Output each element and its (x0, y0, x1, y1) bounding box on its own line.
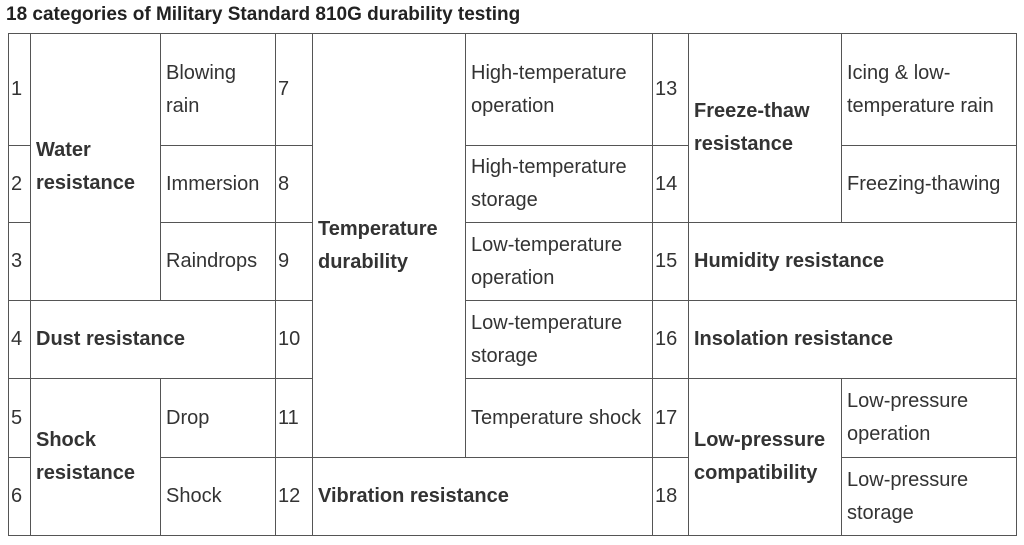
cell-number: 6 (8, 457, 31, 536)
cell-category: Temperature durability (312, 33, 466, 458)
cell-category: Insolation resistance (688, 300, 1017, 379)
cell-number: 2 (8, 145, 31, 223)
cell-number: 18 (652, 457, 689, 536)
table-title: 18 categories of Military Standard 810G … (6, 4, 521, 25)
cell-number: 8 (275, 145, 313, 223)
cell-subcategory: Low-pressure operation (841, 378, 1017, 458)
cell-subcategory: High-temperature operation (465, 33, 653, 146)
cell-number: 12 (275, 457, 313, 536)
cell-number: 17 (652, 378, 689, 458)
cell-number: 9 (275, 222, 313, 301)
cell-subcategory: Raindrops (160, 222, 276, 301)
cell-subcategory: Shock (160, 457, 276, 536)
cell-subcategory: Icing & low-temperature rain (841, 33, 1017, 146)
cell-subcategory: Low-temperature operation (465, 222, 653, 301)
cell-number: 15 (652, 222, 689, 301)
cell-number: 1 (8, 33, 31, 146)
cell-category: Low-pressure compatibility (688, 378, 842, 536)
cell-number: 14 (652, 145, 689, 223)
cell-subcategory: Temperature shock (465, 378, 653, 458)
cell-category: Freeze-thaw resistance (688, 33, 842, 223)
cell-number: 4 (8, 300, 31, 379)
cell-subcategory: Drop (160, 378, 276, 458)
cell-category: Shock resistance (30, 378, 161, 536)
table-row: 6 Shock 12 Vibration resistance 18 Low-p… (8, 457, 1017, 536)
table-row: 2 Immersion 8 High-temperature storage 1… (8, 145, 1017, 223)
cell-number: 11 (275, 378, 313, 458)
cell-number: 16 (652, 300, 689, 379)
cell-category: Humidity resistance (688, 222, 1017, 301)
cell-category: Vibration resistance (312, 457, 653, 536)
cell-number: 10 (275, 300, 313, 379)
cell-category: Dust resistance (30, 300, 276, 379)
durability-table: 1 Water resistance Blowing rain 7 Temper… (8, 33, 1017, 536)
cell-subcategory: Immersion (160, 145, 276, 223)
table-row: 4 Dust resistance 10 Low-temperature sto… (8, 300, 1017, 379)
cell-subcategory: High-temperature storage (465, 145, 653, 223)
cell-subcategory: Low-pressure storage (841, 457, 1017, 536)
cell-subcategory: Blowing rain (160, 33, 276, 146)
table-row: 3 Raindrops 9 Low-temperature operation … (8, 222, 1017, 301)
cell-subcategory: Low-temperature storage (465, 300, 653, 379)
cell-number: 7 (275, 33, 313, 146)
table-row: 1 Water resistance Blowing rain 7 Temper… (8, 33, 1017, 458)
cell-number: 3 (8, 222, 31, 301)
cell-category: Water resistance (30, 33, 161, 301)
cell-subcategory: Freezing-thawing (841, 145, 1017, 223)
table-row: 5 Shock resistance Drop 11 Temperature s… (8, 378, 1017, 536)
cell-number: 5 (8, 378, 31, 458)
cell-number: 13 (652, 33, 689, 146)
